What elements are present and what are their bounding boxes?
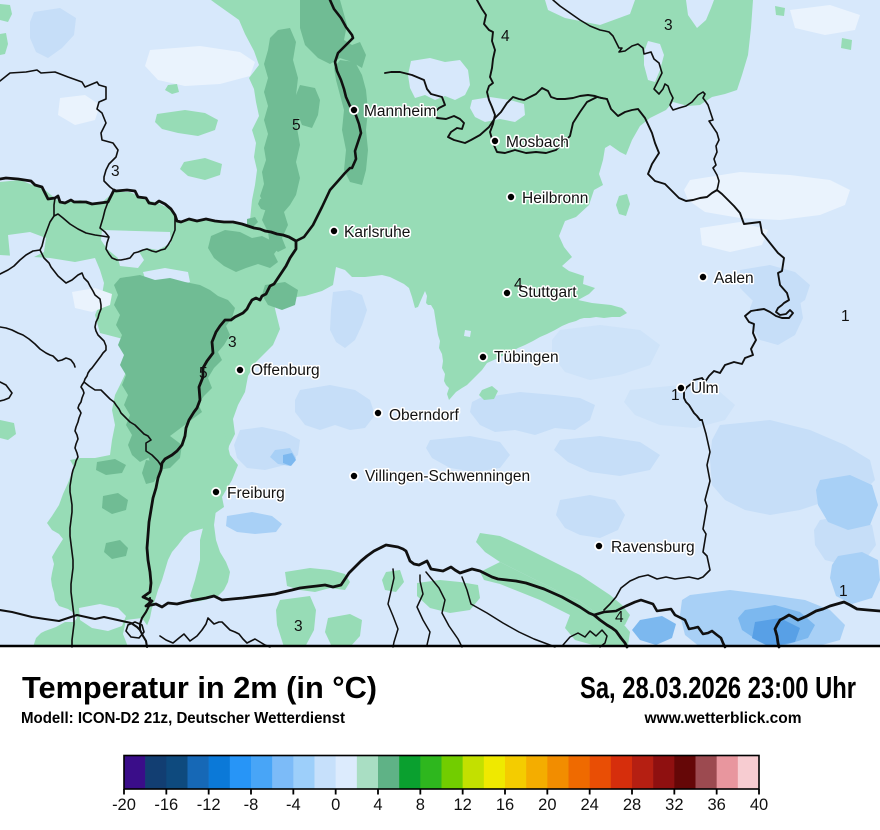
svg-text:4: 4 (501, 28, 510, 45)
svg-text:Aalen: Aalen (714, 270, 754, 287)
svg-text:Mosbach: Mosbach (506, 134, 569, 151)
svg-text:1: 1 (671, 387, 680, 404)
svg-text:24: 24 (580, 796, 598, 814)
svg-text:5: 5 (199, 365, 208, 382)
svg-text:Tübingen: Tübingen (494, 349, 559, 366)
svg-text:5: 5 (292, 117, 301, 134)
svg-text:Villingen-Schwenningen: Villingen-Schwenningen (365, 468, 530, 485)
svg-text:Sa, 28.03.2026 23:00 Uhr: Sa, 28.03.2026 23:00 Uhr (580, 670, 856, 705)
svg-text:Ravensburg: Ravensburg (611, 539, 695, 556)
svg-text:3: 3 (664, 17, 673, 34)
svg-text:-12: -12 (197, 796, 221, 814)
svg-text:-20: -20 (112, 796, 136, 814)
svg-text:www.wetterblick.com: www.wetterblick.com (643, 710, 801, 727)
svg-text:Karlsruhe: Karlsruhe (344, 224, 410, 241)
svg-text:28: 28 (623, 796, 641, 814)
svg-text:Stuttgart: Stuttgart (518, 284, 577, 301)
svg-text:12: 12 (453, 796, 471, 814)
svg-text:Heilbronn: Heilbronn (522, 190, 588, 207)
svg-text:8: 8 (416, 796, 425, 814)
svg-text:20: 20 (538, 796, 556, 814)
svg-text:3: 3 (111, 163, 120, 180)
svg-text:16: 16 (496, 796, 514, 814)
svg-text:Freiburg: Freiburg (227, 485, 285, 502)
svg-text:40: 40 (750, 796, 768, 814)
svg-text:-4: -4 (286, 796, 301, 814)
svg-text:Oberndorf: Oberndorf (389, 407, 459, 424)
svg-text:1: 1 (839, 583, 848, 600)
svg-text:Mannheim: Mannheim (364, 103, 436, 120)
svg-text:32: 32 (665, 796, 683, 814)
svg-text:Ulm: Ulm (691, 380, 719, 397)
svg-text:4: 4 (373, 796, 382, 814)
svg-text:1: 1 (841, 308, 850, 325)
svg-text:Offenburg: Offenburg (251, 362, 320, 379)
svg-text:Temperatur in 2m (in °C): Temperatur in 2m (in °C) (22, 670, 377, 705)
svg-text:3: 3 (228, 334, 237, 351)
svg-text:Modell: ICON-D2 21z, Deutscher: Modell: ICON-D2 21z, Deutscher Wetterdie… (21, 710, 345, 727)
svg-text:4: 4 (615, 609, 624, 626)
svg-text:4: 4 (514, 276, 523, 293)
svg-text:3: 3 (294, 618, 303, 635)
svg-text:-8: -8 (244, 796, 259, 814)
svg-text:-16: -16 (154, 796, 178, 814)
svg-text:36: 36 (707, 796, 725, 814)
svg-text:0: 0 (331, 796, 340, 814)
